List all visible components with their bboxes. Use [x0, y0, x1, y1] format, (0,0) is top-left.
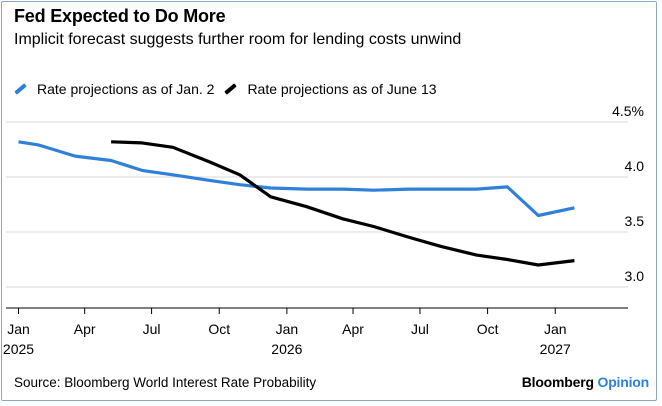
legend: Rate projections as of Jan. 2 Rate proje…: [14, 81, 447, 97]
y-tick-label-2: 3.5: [625, 213, 645, 229]
line-chart: 4.5% 4.0 3.5 3.0 Jan 2025 Apr Jul Oct Jan 2026 Apr J…: [3, 103, 645, 357]
x-tick-label-4: Jan: [276, 321, 299, 337]
chart-subtitle: Implicit forecast suggests further room …: [14, 31, 462, 48]
chart-card: Fed Expected to Do More Implicit forecas…: [1, 1, 657, 401]
y-tick-label-3: 3.0: [625, 268, 645, 284]
x-tick-label-3: Oct: [208, 321, 230, 337]
x-tick-label-2: Jul: [143, 321, 161, 337]
chart-title: Fed Expected to Do More: [14, 6, 226, 26]
x-tick-label-7: Oct: [477, 321, 499, 337]
legend-item-june: Rate projections as of June 13: [224, 81, 437, 97]
series-line-1: [111, 140, 575, 267]
x-tick-sublabel-8: 2027: [540, 341, 571, 357]
x-tick-label-6: Jul: [411, 321, 429, 337]
y-tick-label-0: 4.5%: [612, 103, 644, 119]
brand-logo: Bloomberg Opinion: [522, 374, 649, 390]
x-tick-label-8: Jan: [544, 321, 567, 337]
brand-name: Bloomberg: [521, 374, 594, 390]
y-tick-label-1: 4.0: [625, 158, 645, 174]
x-tick-label-0: Jan: [7, 321, 30, 337]
series-line-0: [18, 140, 575, 218]
x-tick-sublabel-4: 2026: [271, 341, 302, 357]
legend-label-june: Rate projections as of June 13: [247, 81, 437, 97]
x-tick-sublabel-0: 2025: [3, 341, 34, 357]
x-tick-label-1: Apr: [74, 321, 96, 337]
brand-suffix: Opinion: [597, 374, 650, 390]
legend-item-jan: Rate projections as of Jan. 2: [14, 81, 214, 97]
source-note: Source: Bloomberg World Interest Rate Pr…: [14, 375, 317, 390]
x-tick-label-5: Apr: [342, 321, 364, 337]
legend-label-jan: Rate projections as of Jan. 2: [37, 81, 215, 97]
